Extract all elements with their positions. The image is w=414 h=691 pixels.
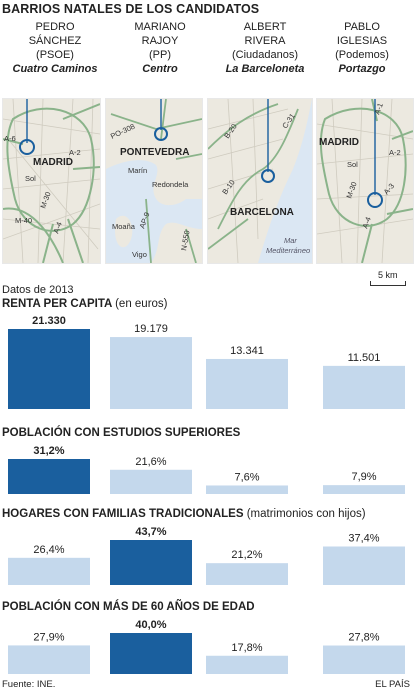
map-label: Moaña xyxy=(112,222,136,231)
bar-centro xyxy=(110,337,192,409)
candidate-last-name: RIVERA xyxy=(244,35,286,47)
map-label: Vigo xyxy=(132,250,147,259)
chart-title: POBLACIÓN CON ESTUDIOS SUPERIORES xyxy=(2,427,241,439)
bar-la-barceloneta xyxy=(206,358,288,409)
map-barcelona-barceloneta: B-20 C-31 B-10 BARCELONA Mar Mediterráne… xyxy=(207,98,313,264)
bar-la-barceloneta xyxy=(206,655,288,674)
candidate-barrio: La Barceloneta xyxy=(225,63,305,75)
bar-value-label: 21,2% xyxy=(231,549,262,561)
chart-title-renta: RENTA PER CAPITA (en euros) xyxy=(2,298,168,310)
candidate-party: (Ciudadanos) xyxy=(231,49,299,61)
candidate-last-name: SÁNCHEZ xyxy=(28,35,82,47)
bar-value-label: 7,9% xyxy=(351,471,376,483)
map-city-label: PONTEVEDRA xyxy=(120,147,189,158)
chart-title-mayores60: POBLACIÓN CON MÁS DE 60 AÑOS DE EDAD xyxy=(2,601,255,613)
map-city-label: MADRID xyxy=(319,137,359,148)
candidate-party: (PP) xyxy=(149,49,171,61)
map-madrid-cuatro-caminos: A-6 A-2 MADRID Sol M-30 M-40 A-4 xyxy=(2,98,101,264)
map-label: A-1 xyxy=(372,102,384,116)
bar-value-label: 13.341 xyxy=(230,345,264,357)
scale-label: 5 km xyxy=(378,270,398,280)
map-city-label: BARCELONA xyxy=(230,207,294,218)
bar-cuatro-caminos xyxy=(8,645,90,674)
candidate-first-name: PABLO xyxy=(344,21,380,33)
candidate-barrio: Centro xyxy=(142,63,178,75)
map-label: Redondela xyxy=(152,180,189,189)
candidate-last-name: RAJOY xyxy=(141,35,179,47)
bar-value-label: 40,0% xyxy=(135,619,166,631)
bar-value-label: 27,8% xyxy=(348,632,379,644)
candidate-iglesias: PABLO IGLESIAS (Podemos) Portazgo xyxy=(312,20,412,76)
chart-title-hogares: HOGARES CON FAMILIAS TRADICIONALES (matr… xyxy=(2,508,366,520)
map-label: Sol xyxy=(25,174,36,183)
candidate-sanchez: PEDRO SÁNCHEZ (PSOE) Cuatro Caminos xyxy=(5,20,105,76)
bar-value-label: 19.179 xyxy=(134,323,168,335)
bar-centro xyxy=(110,633,192,674)
map-label: N-550 xyxy=(179,230,191,252)
source-note: Fuente: INE. xyxy=(2,679,56,690)
chart-hogares: 26,4% 43,7% 21,2% 37,4% xyxy=(8,526,405,585)
bar-value-label: 21,6% xyxy=(135,456,166,468)
bar-portazgo xyxy=(323,365,405,409)
map-label: A-4 xyxy=(360,216,372,230)
bar-value-label: 7,6% xyxy=(234,471,259,483)
candidate-rajoy: MARIANO RAJOY (PP) Centro xyxy=(110,20,210,76)
candidate-first-name: MARIANO xyxy=(134,21,186,33)
chart-mayores60: 27,9% 40,0% 17,8% 27,8% xyxy=(8,619,405,674)
bar-value-label: 37,4% xyxy=(348,532,379,544)
chart-title: POBLACIÓN CON MÁS DE 60 AÑOS DE EDAD xyxy=(2,601,255,613)
candidate-first-name: ALBERT xyxy=(243,21,287,33)
candidate-last-name: IGLESIAS xyxy=(336,35,388,47)
map-pontevedra-centro: PO-308 PONTEVEDRA Marín Redondela AP-9 M… xyxy=(105,98,203,264)
map-label: M-40 xyxy=(15,216,32,225)
bar-cuatro-caminos xyxy=(8,557,90,585)
bar-portazgo xyxy=(323,645,405,674)
map-label: Mar xyxy=(284,236,297,245)
map-label: Mediterráneo xyxy=(266,246,310,255)
bar-value-label: 11.501 xyxy=(348,352,381,364)
bar-centro xyxy=(110,540,192,585)
chart-renta: 21.330 19.179 13.341 11.501 xyxy=(8,315,405,409)
chart-title: RENTA PER CAPITA xyxy=(2,298,112,310)
map-label: A-2 xyxy=(389,148,401,157)
chart-subtitle: (matrimonios con hijos) xyxy=(246,508,366,520)
map-label: A-6 xyxy=(4,134,16,143)
map-city-label: MADRID xyxy=(33,157,73,168)
chart-estudios: 31,2% 21,6% 7,6% 7,9% xyxy=(8,445,405,494)
chart-subtitle: (en euros) xyxy=(115,298,168,310)
map-label: A-2 xyxy=(69,148,81,157)
bar-portazgo xyxy=(323,485,405,494)
bar-cuatro-caminos xyxy=(8,329,90,409)
bar-value-label: 43,7% xyxy=(135,526,166,538)
candidate-party: (Podemos) xyxy=(335,49,389,61)
chart-title: HOGARES CON FAMILIAS TRADICIONALES xyxy=(2,508,244,520)
map-label: A-4 xyxy=(51,221,63,235)
candidate-barrio: Portazgo xyxy=(338,63,386,75)
bar-portazgo xyxy=(323,546,405,585)
bar-value-label: 26,4% xyxy=(33,544,64,556)
bar-cuatro-caminos xyxy=(8,459,90,494)
map-madrid-portazgo: A-1 MADRID A-2 Sol M-30 A-3 A-4 xyxy=(316,98,414,264)
candidate-first-name: PEDRO xyxy=(35,21,75,33)
brand-logo: EL PAÍS xyxy=(375,679,410,690)
bar-value-label: 27,9% xyxy=(33,631,64,643)
bar-la-barceloneta xyxy=(206,563,288,585)
chart-title-estudios: POBLACIÓN CON ESTUDIOS SUPERIORES xyxy=(2,427,240,439)
bar-value-label: 31,2% xyxy=(33,445,64,457)
map-label: Marín xyxy=(128,166,147,175)
map-label: Sol xyxy=(347,160,358,169)
data-year-label: Datos de 2013 xyxy=(2,284,74,296)
candidate-rivera: ALBERT RIVERA (Ciudadanos) La Barcelonet… xyxy=(215,20,315,76)
candidate-party: (PSOE) xyxy=(36,49,74,61)
bar-centro xyxy=(110,469,192,494)
bar-value-label: 17,8% xyxy=(231,642,262,654)
bar-la-barceloneta xyxy=(206,485,288,494)
candidate-barrio: Cuatro Caminos xyxy=(12,63,98,75)
page-title: BARRIOS NATALES DE LOS CANDIDATOS xyxy=(2,2,260,16)
scale-bar xyxy=(370,281,406,286)
bar-value-label: 21.330 xyxy=(32,315,66,327)
